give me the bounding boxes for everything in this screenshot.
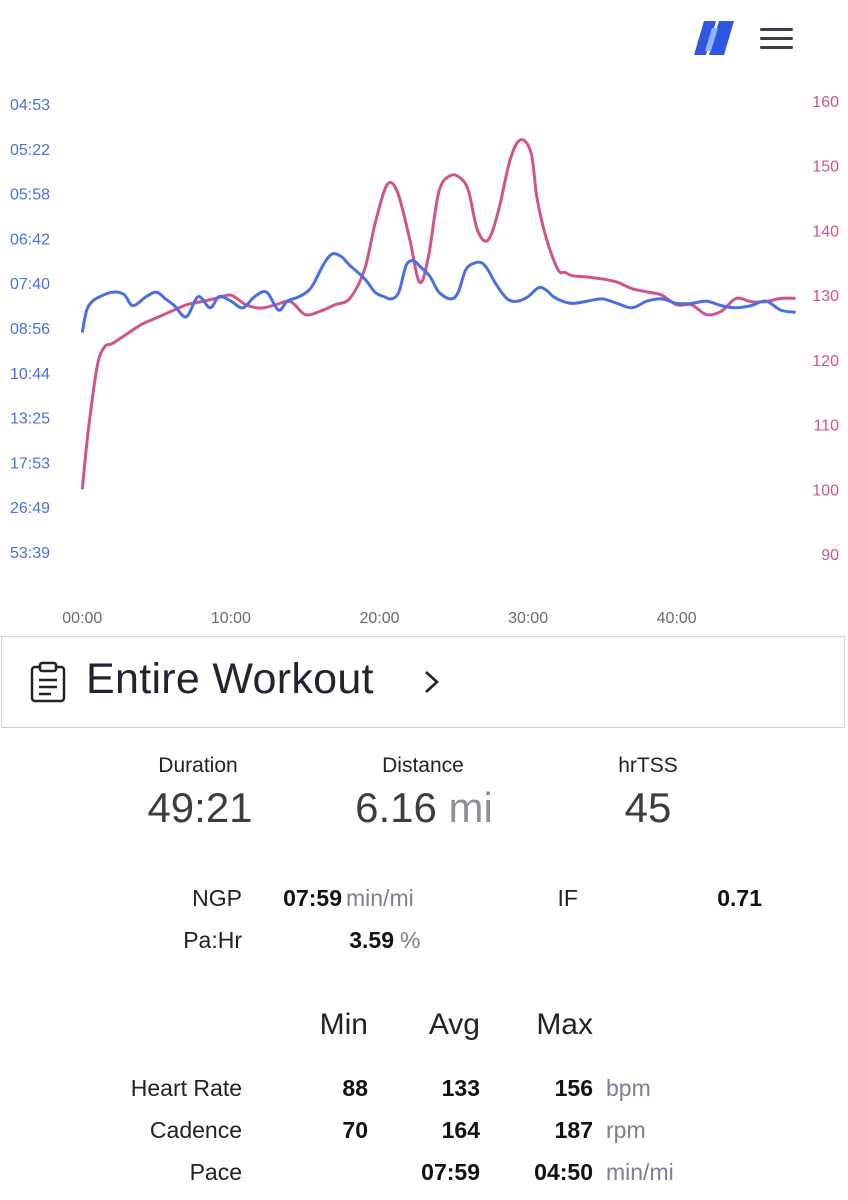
duration-label: Duration [158, 754, 238, 777]
left-axis-tick-label: 26:49 [10, 500, 50, 517]
right-axis-tick-label: 160 [812, 94, 839, 111]
left-axis-tick-label: 05:58 [10, 187, 50, 204]
left-axis-tick-label: 17:53 [10, 455, 50, 472]
chevron-right-icon[interactable] [422, 667, 444, 697]
row-min: 70 [342, 1117, 368, 1143]
hrtss-value: 45 [624, 784, 672, 831]
row-label: Cadence [149, 1117, 242, 1143]
right-axis-tick-label: 110 [813, 418, 839, 435]
row-avg: 07:59 [421, 1159, 480, 1185]
ngp-unit: min/mi [346, 885, 414, 911]
avg-header: Avg [428, 1008, 480, 1041]
left-axis-tick-label: 07:40 [10, 276, 50, 293]
right-axis-tick-label: 120 [812, 353, 839, 370]
left-axis-tick-label: 05:22 [10, 142, 50, 159]
section-title: Entire Workout [86, 655, 374, 703]
workout-chart[interactable]: 04:53 05:22 05:58 06:42 07:40 08:56 10:44 13:25… [0, 80, 848, 635]
min-header: Min [319, 1008, 368, 1041]
distance-unit: mi [448, 784, 493, 831]
clipboard-icon [28, 661, 68, 703]
duration-value: 49:21 [147, 784, 253, 831]
ngp-label: NGP [192, 885, 242, 911]
pahr-unit: % [400, 927, 421, 953]
x-axis-tick-label: 20:00 [359, 610, 399, 627]
row-unit: min/mi [606, 1159, 674, 1185]
if-label: IF [557, 885, 578, 911]
right-axis-tick-label: 90 [821, 547, 839, 564]
left-axis-tick-label: 06:42 [10, 231, 50, 248]
right-axis-tick-label: 130 [812, 288, 839, 305]
row-avg: 133 [441, 1075, 480, 1101]
hrtss-label: hrTSS [618, 754, 678, 777]
top-bar [0, 0, 848, 80]
left-axis-tick-label: 08:56 [10, 321, 50, 338]
row-unit: rpm [606, 1117, 646, 1143]
row-max: 156 [554, 1075, 593, 1101]
row-label: Pace [189, 1159, 242, 1185]
x-axis-tick-label: 00:00 [62, 610, 102, 627]
brand-logo-icon[interactable] [692, 18, 736, 58]
right-axis-tick-label: 140 [812, 223, 839, 240]
left-axis-tick-label: 13:25 [10, 411, 50, 428]
if-value: 0.71 [717, 885, 762, 911]
ngp-value: 07:59 [283, 885, 342, 911]
right-axis-tick-label: 150 [812, 159, 839, 176]
row-max: 04:50 [534, 1159, 593, 1185]
hamburger-menu-icon[interactable] [756, 24, 796, 54]
entire-workout-section[interactable]: Entire Workout [1, 636, 845, 728]
x-axis-tick-label: 10:00 [211, 610, 251, 627]
distance-number: 6.16 [355, 784, 437, 831]
left-axis-tick-label: 53:39 [10, 545, 50, 562]
row-avg: 164 [441, 1117, 480, 1143]
pahr-value: 3.59 [349, 927, 394, 953]
max-header: Max [536, 1008, 593, 1041]
left-axis-tick-label: 04:53 [10, 97, 50, 114]
row-label: Heart Rate [130, 1075, 242, 1101]
pahr-label: Pa:Hr [183, 927, 242, 953]
right-axis-tick-label: 100 [812, 482, 839, 499]
x-axis-tick-label: 30:00 [508, 610, 548, 627]
left-axis-tick-label: 10:44 [10, 366, 50, 383]
distance-label: Distance [382, 754, 464, 777]
row-unit: bpm [606, 1075, 651, 1101]
distance-value: 6.16 mi [304, 784, 544, 832]
row-min: 88 [342, 1075, 368, 1101]
row-max: 187 [554, 1117, 593, 1143]
pace-series-line [80, 252, 796, 333]
x-axis-tick-label: 40:00 [657, 610, 697, 627]
